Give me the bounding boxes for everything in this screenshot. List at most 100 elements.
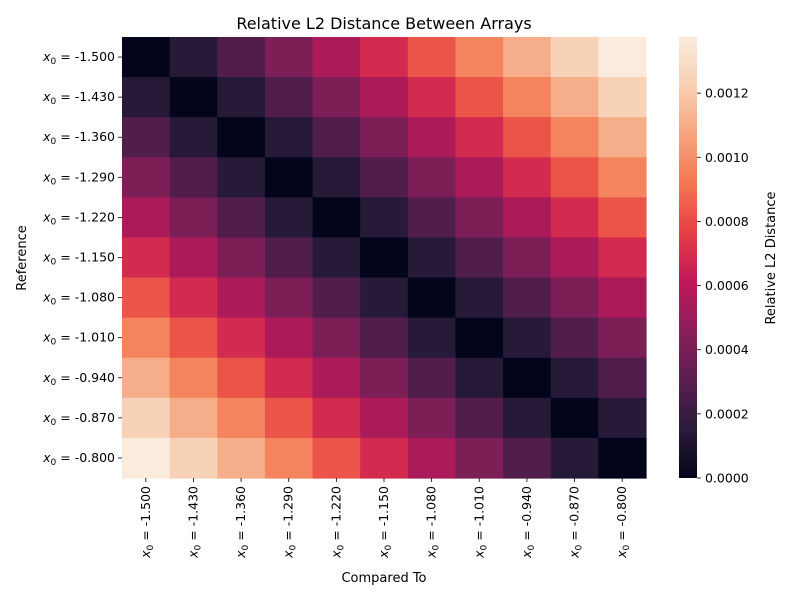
heatmap-cell xyxy=(312,237,361,279)
colorbar-tick-label: 0.0010 xyxy=(705,150,749,165)
heatmap-cell xyxy=(455,357,504,399)
x-tick-label: x0 = -1.080 xyxy=(424,486,442,559)
heatmap-cell xyxy=(598,237,647,279)
heatmap-cell xyxy=(550,197,599,239)
heatmap-cell xyxy=(598,277,647,319)
heatmap-cell xyxy=(312,317,361,359)
heatmap-cell xyxy=(503,157,552,198)
colorbar-tick-label: 0.0012 xyxy=(705,86,749,101)
heatmap-cell xyxy=(264,437,314,479)
x-tick-label: x0 = -1.150 xyxy=(376,486,394,559)
heatmap-cell xyxy=(503,437,552,479)
heatmap-cell xyxy=(122,437,171,479)
heatmap-cell xyxy=(598,157,647,198)
heatmap-cell xyxy=(407,117,457,158)
heatmap-cell xyxy=(550,397,599,439)
heatmap-cell xyxy=(550,37,599,78)
heatmap-cell xyxy=(122,317,171,359)
y-tick-label: x0 = -1.150 xyxy=(42,250,115,268)
heatmap-cell xyxy=(169,157,218,198)
heatmap-cell xyxy=(312,157,361,198)
heatmap-cell xyxy=(360,397,409,439)
heatmap-cell xyxy=(407,37,457,78)
heatmap-cell xyxy=(455,37,504,78)
colorbar-label: Relative L2 Distance xyxy=(764,191,779,324)
y-tick-label: x0 = -1.430 xyxy=(42,89,115,107)
heatmap-cell xyxy=(217,77,266,118)
heatmap-cell xyxy=(407,157,457,198)
heatmap-cell xyxy=(264,357,314,399)
heatmap-cell xyxy=(264,277,314,319)
heatmap-cell xyxy=(122,237,171,279)
y-tick-label: x0 = -1.290 xyxy=(42,169,115,187)
heatmap-cell xyxy=(455,157,504,198)
heatmap-cell xyxy=(169,117,218,158)
heatmap-cell xyxy=(312,77,361,118)
heatmap-cell xyxy=(169,437,218,479)
y-tick-label: x0 = -1.500 xyxy=(42,49,115,67)
heatmap-cell xyxy=(455,117,504,158)
heatmap-cell xyxy=(360,237,409,279)
heatmap-cell xyxy=(264,197,314,239)
heatmap-cell xyxy=(360,197,409,239)
heatmap-cell xyxy=(169,397,218,439)
heatmap-cell xyxy=(360,277,409,319)
heatmap-cell xyxy=(503,117,552,158)
heatmap-cell xyxy=(360,437,409,479)
colorbar-tick-label: 0.0006 xyxy=(705,278,749,293)
heatmap-cell xyxy=(122,277,171,319)
heatmap-cell xyxy=(264,77,314,118)
heatmap-cell xyxy=(264,317,314,359)
heatmap-cell xyxy=(312,437,361,479)
heatmap-cell xyxy=(503,317,552,359)
heatmap-cell xyxy=(598,357,647,399)
heatmap-cell xyxy=(550,77,599,118)
heatmap-cell xyxy=(312,357,361,399)
heatmap-cell xyxy=(455,277,504,319)
heatmap-cell xyxy=(598,437,647,479)
heatmap-cell xyxy=(169,237,218,279)
colorbar-ticks: 0.0000 0.0002 0.0004 0.0006 0.0008 0.0010 0.00… xyxy=(697,86,749,486)
y-tick-label: x0 = -1.010 xyxy=(42,330,115,348)
heatmap-cell xyxy=(455,437,504,479)
heatmap-cell xyxy=(217,197,266,239)
y-tick-label: x0 = -1.360 xyxy=(42,129,115,147)
heatmap-cell xyxy=(407,317,457,359)
heatmap-cell xyxy=(360,117,409,158)
heatmap-cell xyxy=(169,37,218,78)
heatmap-cell xyxy=(312,397,361,439)
heatmap-cell xyxy=(312,197,361,239)
heatmap-cell xyxy=(264,397,314,439)
heatmap-cell xyxy=(169,357,218,399)
colorbar-tick-label: 0.0002 xyxy=(705,406,749,421)
y-tick-label: x0 = -0.870 xyxy=(42,410,115,428)
x-tick-label: x0 = -0.940 xyxy=(519,486,537,559)
heatmap-cell xyxy=(122,157,171,198)
heatmap-cell xyxy=(360,157,409,198)
heatmap-cell xyxy=(312,117,361,158)
heatmap-cell xyxy=(169,77,218,118)
y-axis-label: Reference xyxy=(15,225,30,290)
heatmap-cell xyxy=(264,237,314,279)
heatmap-cell xyxy=(503,197,552,239)
x-tick-label: x0 = -1.220 xyxy=(328,486,346,559)
x-tick-label: x0 = -1.360 xyxy=(233,486,251,559)
heatmap-cell xyxy=(122,357,171,399)
heatmap-cell xyxy=(598,117,647,158)
heatmap-cell xyxy=(598,77,647,118)
heatmap-cell xyxy=(503,357,552,399)
heatmap-cell xyxy=(122,117,171,158)
heatmap-cell xyxy=(407,357,457,399)
heatmap-cell xyxy=(312,277,361,319)
heatmap-cell xyxy=(550,117,599,158)
heatmap-cell xyxy=(217,357,266,399)
y-tick-label: x0 = -0.940 xyxy=(42,370,115,388)
heatmap-cell xyxy=(360,357,409,399)
x-tick-label: x0 = -0.870 xyxy=(567,486,585,559)
heatmap-cell xyxy=(264,37,314,78)
y-tick-label: x0 = -1.080 xyxy=(42,290,115,308)
heatmap-cell xyxy=(217,117,266,158)
heatmap-cell xyxy=(503,277,552,319)
x-axis-label: Compared To xyxy=(341,571,426,586)
